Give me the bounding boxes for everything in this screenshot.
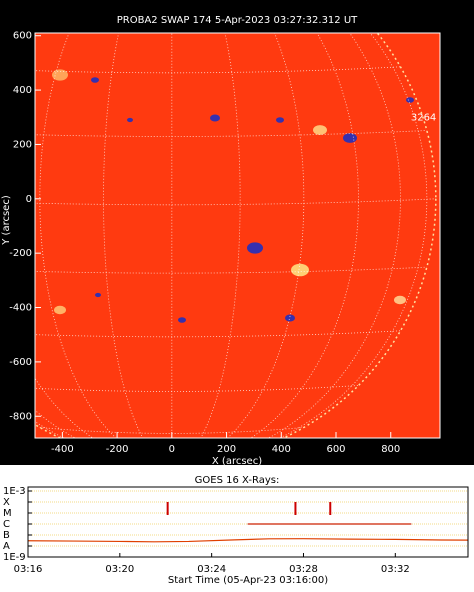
x-tick-label: 0 (169, 444, 175, 455)
image-feature (247, 242, 263, 254)
x-tick-label: 03:24 (197, 564, 226, 575)
flux-line (27, 538, 469, 543)
meridian (249, 33, 359, 438)
y-tick-label: -400 (9, 303, 32, 314)
x-tick-label: 03:28 (289, 564, 318, 575)
meridian (35, 377, 94, 438)
x-axis-label: Start Time (05-Apr-23 03:16:00) (168, 575, 328, 586)
parallel (35, 130, 427, 137)
parallel (35, 266, 427, 274)
y-axis-label: Y (arcsec) (1, 195, 12, 246)
y-tick-label: X (3, 497, 10, 508)
image-feature (210, 114, 220, 122)
x-tick-label: 400 (272, 444, 291, 455)
meridian (226, 33, 305, 438)
image-feature (406, 97, 414, 103)
y-tick-label: A (3, 541, 10, 552)
image-feature (127, 117, 133, 123)
lower-panel (0, 465, 474, 592)
y-tick-label: 600 (13, 31, 32, 42)
y-tick-label: B (3, 530, 10, 541)
image-feature (343, 133, 357, 143)
image-feature (313, 125, 327, 135)
y-tick-label: 1E-9 (3, 552, 26, 563)
image-title: PROBA2 SWAP 174 5-Apr-2023 03:27:32.312 … (117, 15, 358, 26)
solar-image (35, 33, 440, 438)
x-tick-label: 03:16 (14, 564, 43, 575)
x-axis-label: X (arcsec) (212, 456, 262, 467)
parallel (35, 198, 436, 206)
x-tick-label: -400 (51, 444, 74, 455)
x-tick-label: -200 (106, 444, 129, 455)
image-feature (95, 292, 101, 298)
x-tick-label: 600 (326, 444, 345, 455)
image-background (35, 33, 440, 438)
image-frame (34, 32, 441, 439)
image-feature (276, 117, 284, 123)
y-tick-label: 0 (26, 194, 32, 205)
y-tick-label: M (3, 508, 12, 519)
image-feature (178, 317, 186, 323)
y-tick-label: -200 (9, 248, 32, 259)
image-feature (291, 263, 309, 277)
annotation: 3264 (411, 112, 436, 123)
plot-frame (27, 486, 469, 558)
y-tick-label: -600 (9, 357, 32, 368)
x-tick-label: 200 (217, 444, 236, 455)
y-tick-label: 400 (13, 85, 32, 96)
parallel (35, 385, 359, 392)
y-tick-label: 200 (13, 139, 32, 150)
image-feature (394, 295, 406, 305)
x-tick-label: 03:20 (105, 564, 134, 575)
parallel (35, 66, 401, 74)
image-feature (54, 305, 66, 315)
x-tick-label: 03:32 (381, 564, 410, 575)
image-feature (91, 77, 99, 83)
x-tick-label: 800 (381, 444, 400, 455)
y-tick-label: 1E-3 (3, 486, 26, 497)
parallel (35, 330, 401, 338)
y-tick-label: -800 (9, 411, 32, 422)
y-tick-label: C (3, 519, 10, 530)
image-feature (285, 314, 295, 322)
goes-title: GOES 16 X-Rays: (195, 475, 280, 486)
image-feature (52, 69, 68, 81)
meridian (39, 33, 117, 438)
meridian (267, 33, 401, 438)
solar-limb (35, 33, 437, 438)
